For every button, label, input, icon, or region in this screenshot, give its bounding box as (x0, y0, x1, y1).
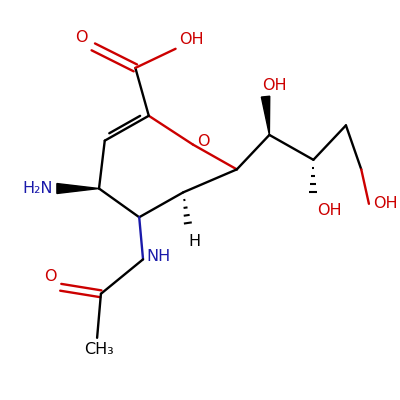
Text: O: O (198, 134, 210, 149)
Text: NH: NH (147, 249, 171, 264)
Text: CH₃: CH₃ (84, 342, 114, 357)
Text: O: O (44, 269, 57, 284)
Text: H: H (189, 234, 201, 250)
Text: O: O (75, 30, 88, 45)
Text: OH: OH (373, 196, 397, 211)
Text: OH: OH (180, 32, 204, 47)
Polygon shape (261, 96, 270, 135)
Text: OH: OH (262, 78, 286, 93)
Polygon shape (57, 184, 99, 194)
Text: H₂N: H₂N (22, 181, 53, 196)
Text: OH: OH (317, 203, 342, 218)
